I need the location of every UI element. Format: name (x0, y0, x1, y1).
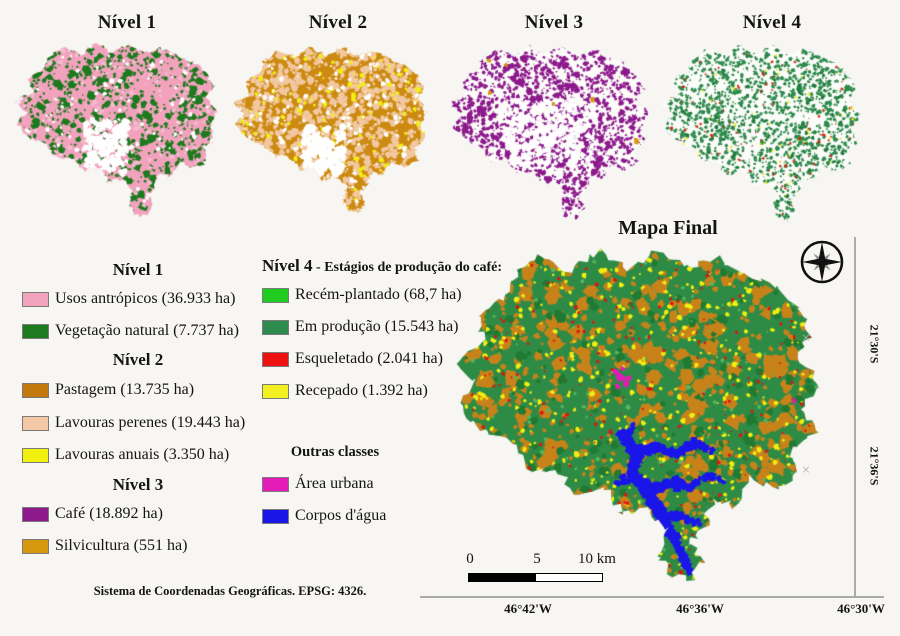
scalebar-label-5: 5 (533, 551, 541, 567)
label-corpos-dagua: Corpos d'água (295, 507, 387, 524)
swatch-lavouras-anuais (22, 447, 49, 463)
legend-item-vegetacao-natural: Vegetação natural (7.737 ha) (22, 320, 239, 342)
scalebar-filled-segment (469, 574, 536, 581)
swatch-recem-plantado (262, 287, 289, 303)
legend-item-lavouras-perenes: Lavouras perenes (19.443 ha) (22, 412, 245, 434)
label-esqueletado: Esqueletado (2.041 ha) (295, 350, 443, 367)
legend-item-usos-antropicos: Usos antrópicos (36.933 ha) (22, 288, 235, 310)
legend-item-recepado: Recepado (1.392 ha) (262, 380, 428, 402)
map-title-nivel-1: Nível 1 (97, 12, 157, 33)
swatch-cafe (22, 506, 49, 522)
swatch-lavouras-perenes (22, 415, 49, 431)
scalebar (468, 573, 603, 582)
label-pastagem: Pastagem (13.735 ha) (55, 381, 195, 398)
scalebar-label-10km: 10 km (578, 551, 616, 567)
legend-item-pastagem: Pastagem (13.735 ha) (22, 379, 194, 401)
map-canvas-nivel-3 (446, 42, 652, 222)
label-area-urbana: Área urbana (295, 475, 374, 492)
latitude-label-21-30-s: 21°30'S (867, 324, 882, 364)
map-title-nivel-4: Nível 4 (742, 12, 802, 33)
latitude-label-21-36-s: 21°36'S (867, 446, 882, 486)
legend-item-area-urbana: Área urbana (262, 473, 374, 495)
swatch-pastagem (22, 382, 49, 398)
legend-header-nivel-2: Nível 2 (112, 350, 164, 369)
legend-header-nivel-3: Nível 3 (112, 475, 164, 494)
swatch-silvicultura (22, 538, 49, 554)
label-vegetacao-natural: Vegetação natural (7.737 ha) (55, 322, 239, 339)
map-title-nivel-2: Nível 2 (308, 12, 368, 33)
label-lavouras-perenes: Lavouras perenes (19.443 ha) (55, 414, 246, 431)
longitude-label-46-30-w: 46°30'W (837, 601, 885, 616)
swatch-corpos-dagua (262, 508, 289, 524)
map-canvas-nivel-2 (230, 44, 432, 216)
legend-header-outras-classes: Outras classes (290, 444, 380, 460)
map-frame-right-border (854, 237, 856, 597)
swatch-em-producao (262, 319, 289, 335)
legend-item-recem-plantado: Recém-plantado (68,7 ha) (262, 284, 462, 306)
map-title-nivel-3: Nível 3 (524, 12, 584, 33)
label-cafe: Café (18.892 ha) (55, 505, 163, 522)
map-canvas-nivel-4 (658, 42, 864, 224)
graticule-cross-north: × (801, 330, 811, 347)
coordinate-system-note: Sistema de Coordenadas Geográficas. EPSG… (93, 584, 367, 598)
map-canvas-mapa-final (448, 244, 826, 588)
legend-item-cafe: Café (18.892 ha) (22, 503, 163, 525)
legend-item-corpos-dagua: Corpos d'água (262, 505, 386, 527)
label-lavouras-anuais: Lavouras anuais (3.350 ha) (55, 446, 230, 463)
map-title-mapa-final: Mapa Final (618, 217, 718, 239)
map-canvas-nivel-1 (12, 40, 222, 220)
legend-item-esqueletado: Esqueletado (2.041 ha) (262, 348, 443, 370)
legend-item-em-producao: Em produção (15.543 ha) (262, 316, 459, 338)
swatch-vegetacao-natural (22, 323, 49, 339)
longitude-label-46-36-w: 46°36'W (676, 601, 724, 616)
label-em-producao: Em produção (15.543 ha) (295, 318, 459, 335)
map-frame-bottom-border (420, 596, 884, 598)
graticule-cross-south: × (801, 462, 811, 479)
label-silvicultura: Silvicultura (551 ha) (55, 537, 188, 554)
swatch-esqueletado (262, 351, 289, 367)
longitude-label-46-42-w: 46°42'W (504, 601, 552, 616)
label-recepado: Recepado (1.392 ha) (295, 382, 428, 399)
compass-rose-icon (800, 240, 844, 284)
legend-header-nivel-1: Nível 1 (112, 260, 164, 279)
legend-item-lavouras-anuais: Lavouras anuais (3.350 ha) (22, 444, 229, 466)
swatch-recepado (262, 383, 289, 399)
legend-item-silvicultura: Silvicultura (551 ha) (22, 535, 187, 557)
scalebar-label-0: 0 (466, 551, 474, 567)
label-usos-antropicos: Usos antrópicos (36.933 ha) (55, 290, 236, 307)
swatch-usos-antropicos (22, 291, 49, 307)
label-recem-plantado: Recém-plantado (68,7 ha) (295, 286, 462, 303)
swatch-area-urbana (262, 476, 289, 492)
legend-header-nivel-4-strong: Nível 4 (262, 256, 313, 275)
